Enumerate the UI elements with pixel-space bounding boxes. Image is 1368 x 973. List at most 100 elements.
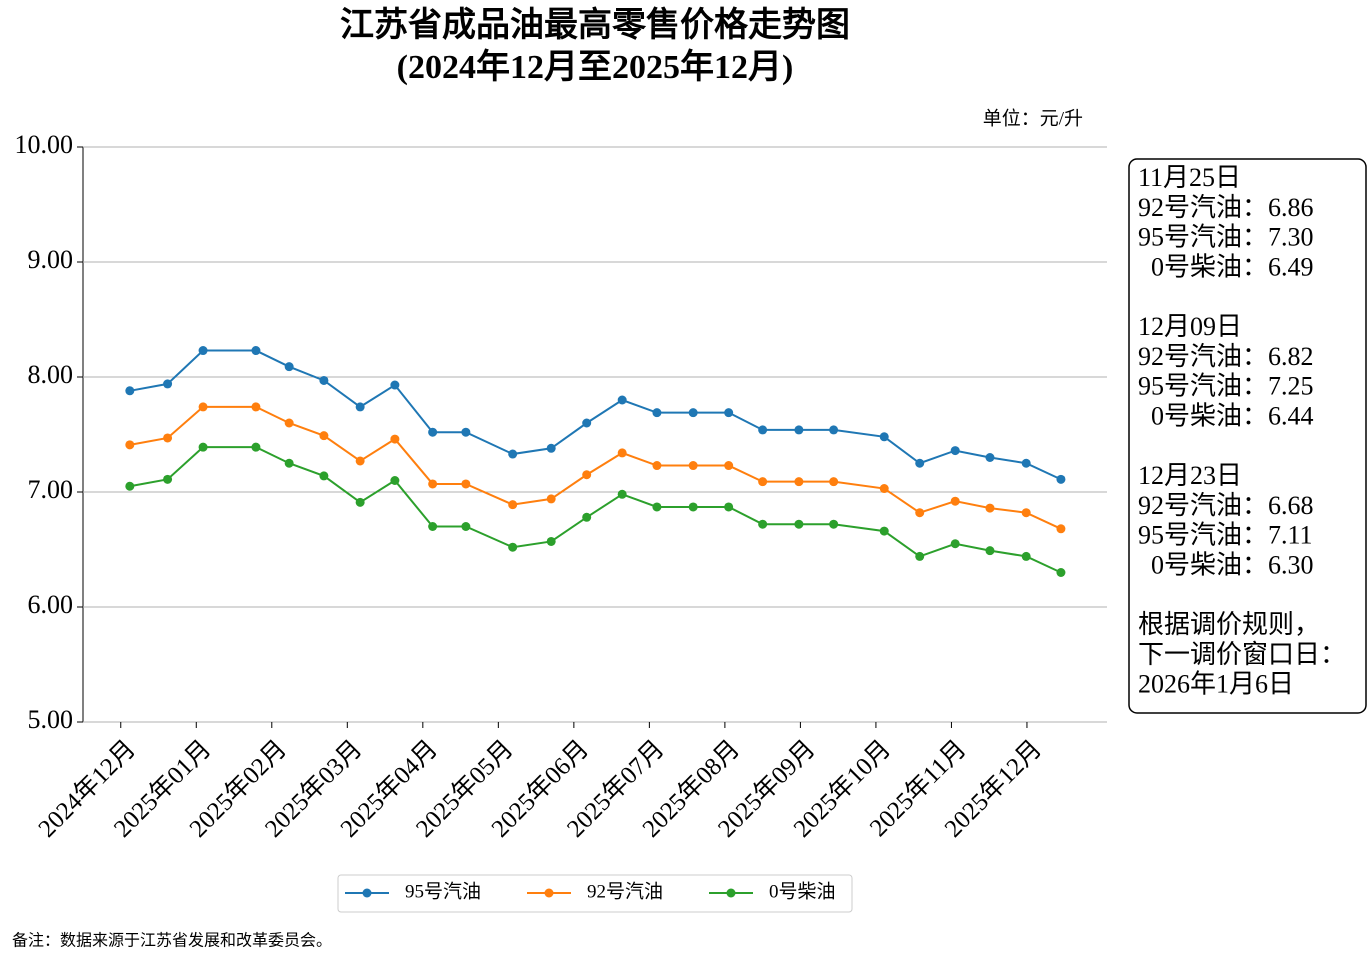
data-point (461, 522, 471, 531)
data-point (284, 458, 294, 468)
annotation-line: 95号汽油：7.11 (1138, 521, 1313, 550)
annotation-line: 2026年1月6日 (1138, 670, 1294, 699)
legend-box (337, 874, 853, 913)
data-point (950, 446, 960, 456)
data-point (758, 519, 768, 529)
data-point (794, 477, 804, 487)
footnote: 备注：数据来源于江苏省发展和改革委员会。 (12, 932, 332, 950)
data-point (1056, 568, 1066, 577)
data-point (319, 375, 329, 385)
data-point (428, 522, 438, 531)
data-point (688, 408, 698, 418)
data-point (355, 456, 365, 466)
data-point (390, 434, 400, 444)
data-point (582, 512, 592, 522)
data-point (879, 432, 889, 442)
data-point (1021, 508, 1031, 518)
data-point (652, 502, 662, 512)
legend-label: 95号汽油 (405, 880, 481, 902)
chart-subtitle: (2024年12月至2025年12月) (397, 48, 794, 86)
unit-label: 单位：元/升 (983, 107, 1083, 129)
data-point (546, 443, 556, 453)
data-point (724, 408, 734, 418)
data-point (794, 425, 804, 435)
data-point (355, 497, 365, 507)
annotation-line: 95号汽油：7.25 (1138, 372, 1314, 401)
data-point (125, 481, 135, 491)
data-point (985, 453, 995, 462)
data-point (428, 427, 438, 437)
data-point (1056, 524, 1066, 534)
annotation-line: 12月09日 (1138, 312, 1242, 341)
data-point (546, 494, 556, 504)
y-tick-label: 10.00 (15, 130, 74, 159)
annotation-line: 11月25日 (1138, 163, 1241, 192)
data-point (284, 418, 294, 428)
annotation-line: 92号汽油：6.68 (1138, 491, 1314, 520)
data-point (390, 476, 400, 485)
data-point (251, 402, 261, 412)
data-point (617, 395, 627, 405)
y-tick-label: 6.00 (28, 590, 74, 619)
annotation-line: 下一调价窗口日： (1138, 640, 1346, 669)
data-point (284, 362, 294, 372)
data-point (319, 431, 329, 441)
data-point (758, 477, 768, 487)
data-point (879, 484, 889, 494)
data-point (652, 461, 662, 471)
data-point (985, 503, 995, 513)
data-point (546, 536, 556, 546)
data-point (163, 474, 173, 484)
data-point (915, 458, 925, 468)
data-point (582, 470, 592, 480)
series-line (129, 405, 1062, 530)
series-line (129, 349, 1062, 481)
chart-title: 江苏省成品油最高零售价格走势图 (340, 6, 850, 44)
legend-label: 92号汽油 (587, 880, 663, 902)
data-point (508, 449, 518, 459)
annotation-line: 95号汽油：7.30 (1138, 223, 1314, 252)
data-point (198, 442, 208, 452)
data-point (1021, 551, 1031, 561)
annotation-line: 12月23日 (1138, 461, 1242, 490)
data-point (724, 502, 734, 512)
legend-label: 0号柴油 (769, 880, 836, 902)
data-point (251, 442, 261, 452)
data-point (390, 380, 400, 390)
legend-marker (544, 888, 554, 898)
data-point (617, 448, 627, 458)
data-point (915, 508, 925, 518)
annotation-line: 92号汽油：6.86 (1138, 193, 1314, 222)
data-point (950, 539, 960, 549)
legend-marker (362, 888, 372, 898)
data-point (652, 408, 662, 418)
data-point (428, 479, 438, 489)
y-tick-label: 8.00 (28, 360, 74, 389)
data-point (163, 379, 173, 389)
data-point (319, 471, 329, 481)
data-point (829, 519, 839, 529)
data-point (508, 542, 518, 552)
data-point (1021, 458, 1031, 468)
annotation-line: 0号柴油：6.30 (1138, 550, 1314, 579)
data-point (724, 461, 734, 471)
data-point (198, 346, 208, 356)
data-point (758, 425, 768, 435)
data-point (829, 425, 839, 435)
data-point (879, 526, 889, 536)
annotation-line: 0号柴油：6.44 (1138, 401, 1314, 430)
data-point (461, 427, 471, 437)
data-point (829, 477, 839, 487)
data-point (985, 546, 995, 556)
data-point (688, 502, 698, 512)
data-point (251, 346, 261, 356)
annotation-box (1128, 158, 1367, 714)
annotation-line: 根据调价规则， (1138, 610, 1320, 639)
y-tick-label: 7.00 (28, 475, 74, 504)
y-tick-label: 9.00 (28, 245, 74, 274)
data-point (198, 402, 208, 412)
data-point (163, 433, 173, 443)
data-point (617, 489, 627, 499)
series-line (129, 446, 1062, 574)
